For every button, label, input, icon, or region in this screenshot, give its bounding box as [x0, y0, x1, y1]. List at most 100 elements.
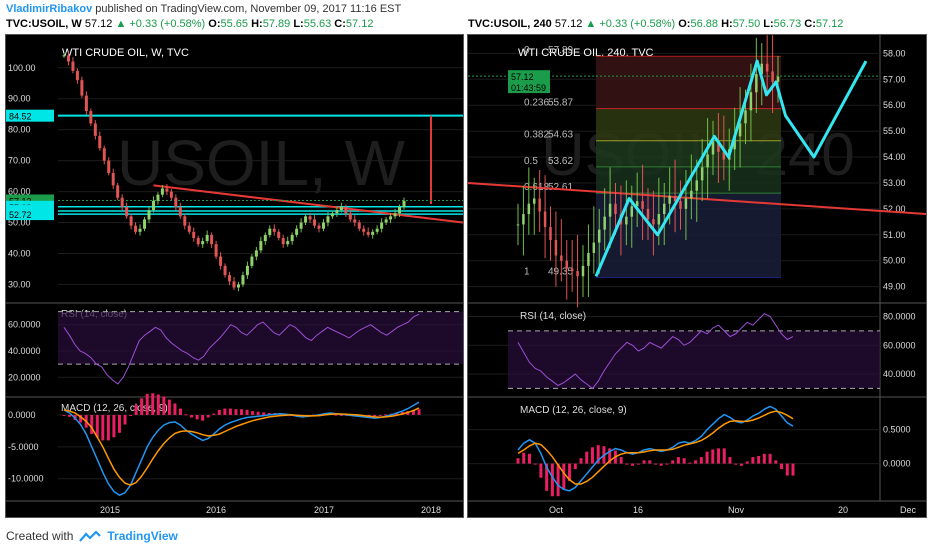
candle-body [384, 219, 388, 223]
candle-body [93, 123, 97, 136]
macd-histogram-bar [217, 409, 221, 415]
created-with-text: Created with [6, 529, 74, 543]
candle-body [321, 222, 325, 229]
candle-body [335, 210, 339, 214]
candle-body [765, 63, 769, 72]
candle-body [344, 207, 348, 214]
x-tick-label: Oct [549, 505, 564, 515]
right-chart-svg[interactable]: 58.00 57.00 56.00 55.00 54.00 53.00 52.00 51.00… [467, 35, 927, 517]
macd-histogram-bar [648, 460, 652, 464]
macd-histogram-bar [212, 413, 216, 415]
macd-histogram-bar [568, 463, 572, 482]
candle-body [733, 136, 736, 150]
y-tick-label: 100.00 [8, 63, 36, 73]
candle-body [570, 268, 574, 272]
macd-histogram-bar [659, 463, 663, 466]
candle-body [695, 180, 698, 191]
candle-body [700, 167, 704, 181]
y-tick-label: -10.0000 [8, 474, 44, 484]
left-price: 57.12 [84, 18, 113, 30]
left-ohlc-o: O:55.65 [208, 18, 249, 30]
macd-signal-line [517, 410, 794, 485]
candle-body [554, 239, 558, 256]
footer: Created with TradingView [6, 529, 178, 543]
author-link[interactable]: VladimirRibakov [6, 3, 93, 15]
y-tick-label: -5.0000 [8, 442, 39, 452]
y-tick-label: 90.00 [8, 94, 31, 104]
macd-histogram-bar [140, 398, 144, 415]
candle-body [286, 241, 290, 245]
macd-histogram-bar [636, 463, 640, 465]
candle-body [232, 281, 236, 288]
macd-histogram-bar [722, 448, 726, 464]
candle-body [147, 210, 151, 220]
macd-histogram-bar [625, 463, 629, 465]
macd-histogram-bar [411, 409, 415, 415]
published-text: published on TradingView.com, November 0… [95, 3, 402, 15]
candle-body [652, 219, 655, 225]
candle-body [549, 227, 552, 240]
x-tick-label: Nov [728, 505, 745, 515]
price-label-text: 57.12 [511, 72, 534, 82]
y-tick-label: 40.00 [8, 248, 31, 258]
candle-body [245, 265, 249, 276]
y-tick-label: 52.00 [883, 204, 906, 214]
candle-body [380, 222, 384, 229]
rsi-band [508, 330, 880, 389]
macd-histogram-bar [688, 462, 692, 464]
macd-histogram-bar [545, 463, 549, 491]
macd-histogram-bar [245, 409, 249, 415]
candle-body [560, 255, 563, 261]
candle-body [711, 141, 715, 155]
x-tick-label: 16 [633, 505, 643, 515]
macd-histogram-bar [240, 409, 243, 415]
candle-body [196, 238, 200, 245]
candle-body [630, 206, 633, 217]
macd-histogram-bar [167, 399, 171, 415]
left-chart-panel[interactable]: 100.00 90.00 80.00 70.00 60.00 50.00 40.00 30.0… [5, 34, 464, 518]
macd-histogram-bar [711, 449, 715, 464]
candle-body [205, 234, 209, 242]
candle-body [160, 188, 164, 195]
candle-body [668, 195, 671, 204]
fib-ratio-label: 0 [524, 45, 530, 56]
pane-title: MACD (12, 26, close, 9) [61, 403, 168, 414]
x-tick-label: 2018 [421, 505, 441, 515]
candle-body [330, 213, 334, 217]
candle-body [771, 71, 774, 82]
left-chart-svg[interactable]: 100.00 90.00 80.00 70.00 60.00 50.00 40.00 30.0… [6, 35, 464, 517]
macd-histogram-bar [522, 452, 526, 464]
y-tick-label: 20.0000 [8, 372, 41, 382]
candle-body [80, 80, 84, 96]
y-tick-label: 50.00 [8, 218, 31, 228]
right-chart-panel[interactable]: 58.00 57.00 56.00 55.00 54.00 53.00 52.00 51.00… [467, 34, 927, 518]
candle-body [565, 260, 568, 269]
y-tick-label: 53.00 [883, 178, 906, 188]
candle-body [339, 207, 343, 211]
macd-histogram-bar [378, 414, 382, 416]
candle-body [776, 76, 780, 82]
macd-histogram-bar [256, 411, 260, 415]
tradingview-brand-link[interactable]: TradingView [107, 529, 178, 543]
candle-body [402, 200, 406, 208]
candle-body [308, 216, 312, 220]
candle-body [755, 74, 758, 93]
macd-histogram-bar [590, 447, 594, 464]
candle-body [290, 234, 294, 242]
candle-body [138, 228, 142, 232]
y-tick-label: 60.0000 [883, 340, 916, 350]
candle-body [183, 216, 187, 226]
y-tick-label: 50.00 [883, 256, 906, 266]
candle-body [625, 216, 628, 225]
x-tick-label: 20 [838, 505, 848, 515]
y-tick-label: 0.0000 [883, 459, 911, 469]
candle-body [201, 241, 205, 245]
macd-histogram-bar [190, 414, 194, 418]
right-ohlc-o: O:56.88 [678, 18, 719, 30]
fib-zone [596, 108, 781, 141]
y-tick-label: 57.00 [883, 74, 906, 84]
macd-histogram-bar [562, 463, 566, 490]
left-ohlc-l: L:55.63 [293, 18, 332, 30]
candle-body [192, 231, 196, 238]
candle-body [543, 211, 547, 228]
